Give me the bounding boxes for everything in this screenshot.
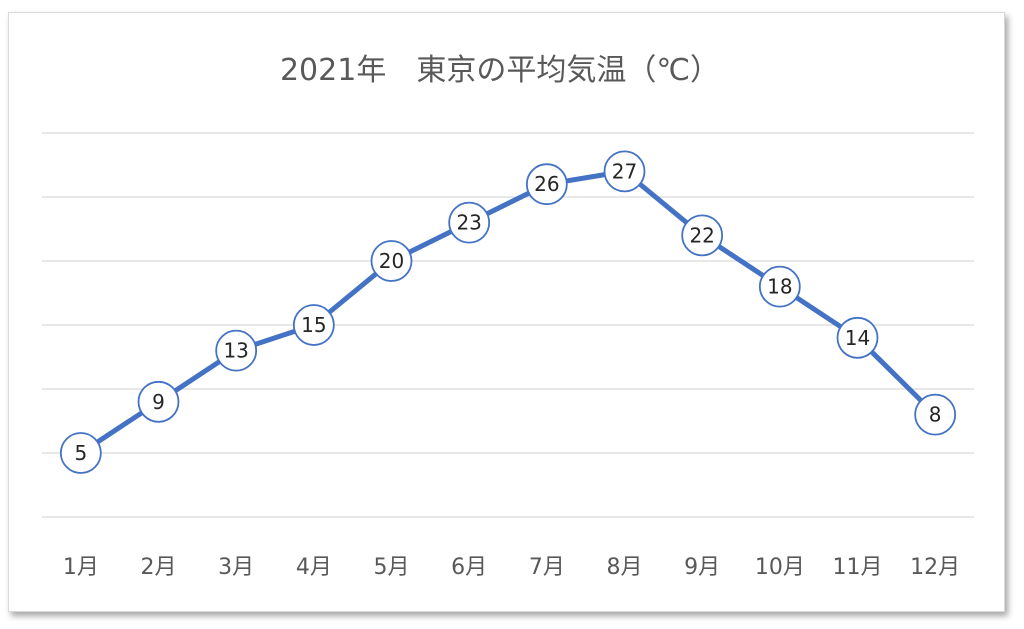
data-marker bbox=[758, 265, 801, 308]
data-point[interactable]: 20 bbox=[370, 240, 413, 282]
data-label: 9 bbox=[152, 390, 165, 414]
data-point[interactable]: 22 bbox=[681, 214, 724, 257]
data-label: 20 bbox=[379, 249, 404, 273]
data-label: 18 bbox=[767, 275, 792, 299]
x-tick-label: 9月 bbox=[684, 555, 720, 580]
data-label: 15 bbox=[301, 313, 326, 337]
x-tick-label: 2月 bbox=[141, 555, 177, 580]
data-label: 27 bbox=[612, 159, 637, 183]
data-point[interactable]: 5 bbox=[59, 432, 102, 474]
data-label: 14 bbox=[845, 326, 870, 350]
x-tick-label: 6月 bbox=[451, 555, 487, 580]
x-axis-tick-labels: 1月 2月 3月 4月 5月 6月 7月 8月 9月 10月 11月 12月 bbox=[63, 555, 960, 580]
x-tick-label: 4月 bbox=[296, 555, 332, 580]
data-markers: 5 9 13 15 20 23 26 27 22 18 14 8 bbox=[59, 150, 957, 474]
x-tick-label: 3月 bbox=[218, 555, 254, 580]
data-marker bbox=[137, 380, 180, 423]
chart-area[interactable] bbox=[8, 12, 1005, 612]
x-tick-label: 5月 bbox=[374, 555, 410, 580]
data-label: 23 bbox=[456, 211, 481, 235]
data-label: 8 bbox=[929, 403, 942, 427]
data-marker bbox=[59, 432, 102, 474]
data-point[interactable]: 18 bbox=[758, 265, 801, 308]
data-point[interactable]: 9 bbox=[137, 380, 180, 423]
x-tick-label: 8月 bbox=[607, 555, 643, 580]
data-label: 26 bbox=[534, 172, 559, 196]
data-marker bbox=[525, 163, 568, 206]
data-marker bbox=[448, 201, 491, 244]
x-tick-label: 1月 bbox=[63, 555, 99, 580]
data-marker bbox=[681, 214, 724, 257]
data-point[interactable]: 13 bbox=[215, 329, 258, 372]
gridlines bbox=[42, 132, 974, 518]
data-point[interactable]: 8 bbox=[914, 393, 957, 436]
data-marker bbox=[292, 304, 335, 346]
data-marker bbox=[914, 393, 957, 436]
x-tick-label: 11月 bbox=[833, 555, 883, 580]
data-marker bbox=[836, 316, 879, 359]
data-marker bbox=[370, 240, 413, 282]
data-marker bbox=[215, 329, 258, 372]
chart-title: 2021年 東京の平均気温（℃） bbox=[280, 53, 720, 88]
data-point[interactable]: 15 bbox=[292, 304, 335, 346]
data-label: 22 bbox=[689, 223, 714, 247]
x-tick-label: 12月 bbox=[910, 555, 960, 580]
series-line[interactable] bbox=[78, 168, 938, 456]
data-point[interactable]: 14 bbox=[836, 316, 879, 359]
x-tick-label: 7月 bbox=[529, 555, 565, 580]
data-marker bbox=[603, 150, 646, 193]
x-tick-label: 10月 bbox=[755, 555, 805, 580]
data-point[interactable]: 23 bbox=[448, 201, 491, 244]
data-label: 13 bbox=[223, 339, 248, 363]
data-point[interactable]: 27 bbox=[603, 150, 646, 193]
data-label: 5 bbox=[74, 441, 87, 465]
data-point[interactable]: 26 bbox=[525, 163, 568, 206]
